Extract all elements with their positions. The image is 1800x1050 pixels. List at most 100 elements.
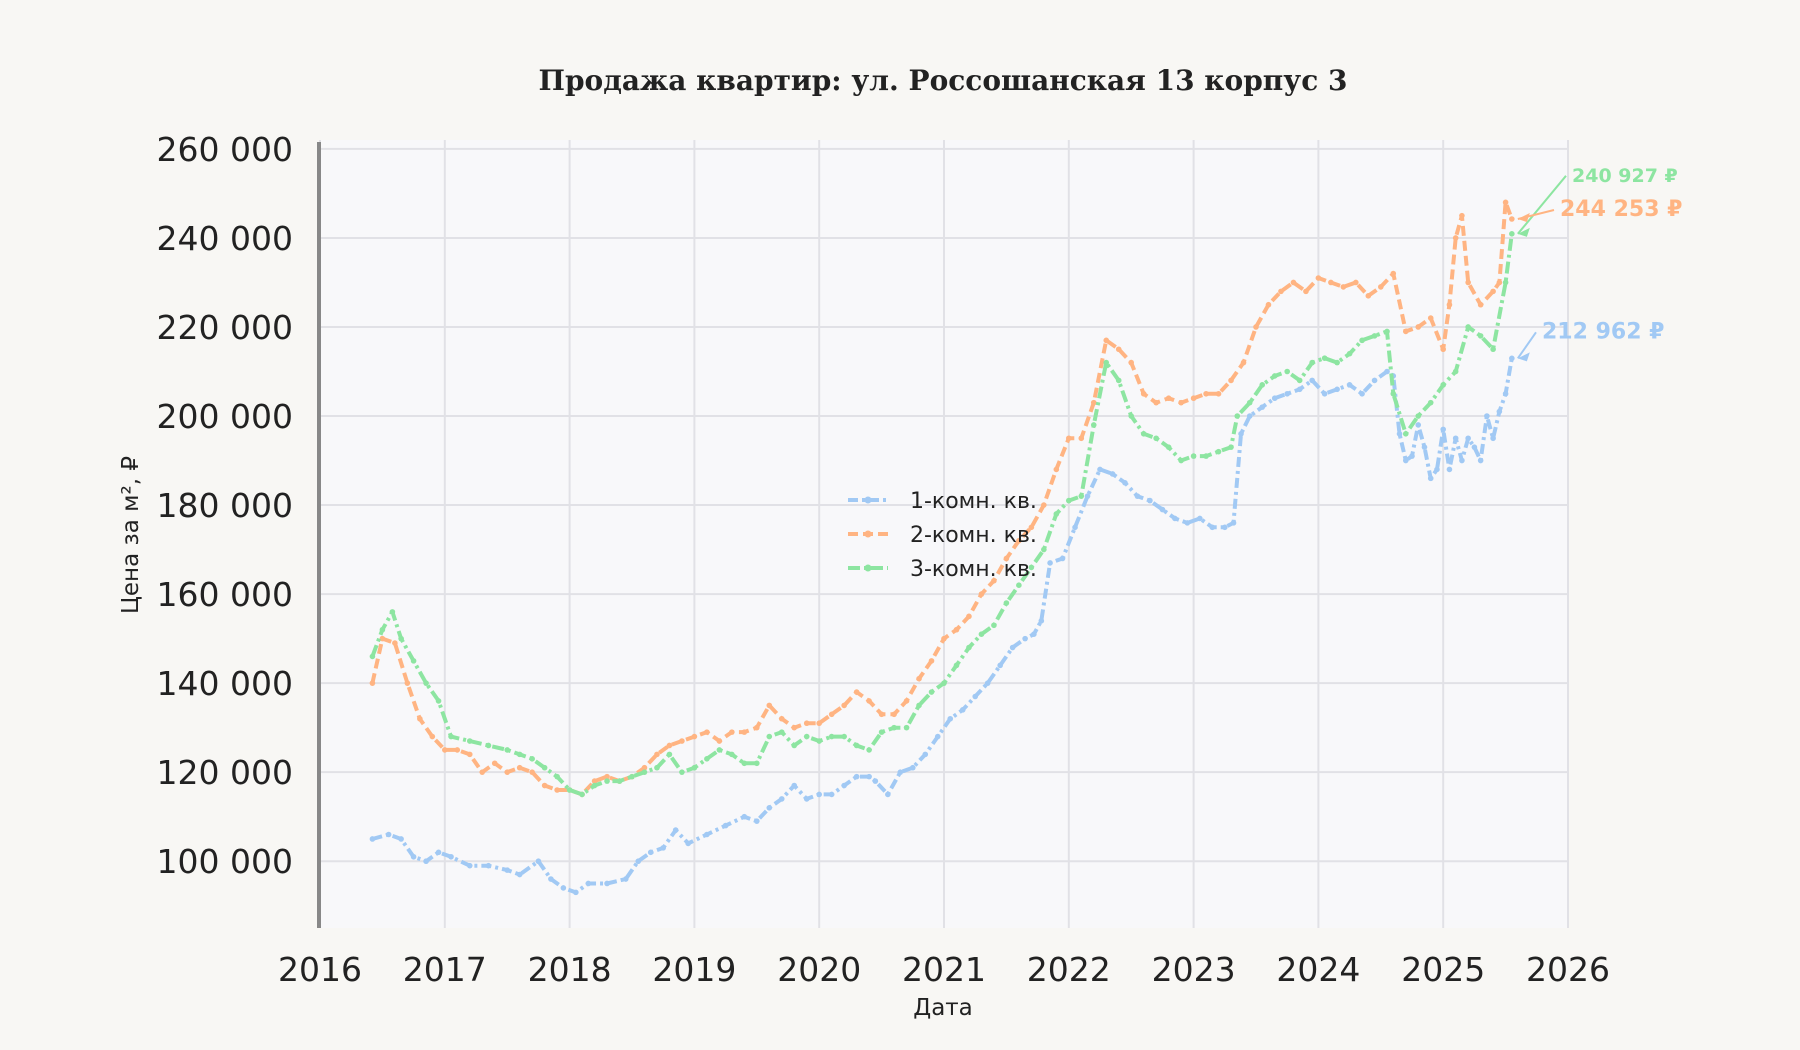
data-point [997, 662, 1003, 669]
data-point [1390, 390, 1397, 397]
data-point [666, 751, 673, 758]
data-point [635, 858, 642, 865]
data-point [766, 804, 773, 811]
data-point [442, 747, 448, 753]
data-point [1016, 537, 1022, 544]
data-point [903, 724, 910, 731]
data-point [1053, 466, 1060, 473]
data-point [803, 796, 810, 802]
data-point [878, 729, 885, 735]
data-point [1259, 404, 1266, 410]
x-tick-label: 2017 [403, 950, 487, 989]
end-label-text: 244 253 ₽ [1560, 197, 1682, 222]
data-point [529, 769, 535, 775]
data-point [1022, 635, 1028, 642]
data-point [803, 733, 810, 740]
data-point [1509, 216, 1515, 222]
data-point [1509, 355, 1515, 362]
data-point [1290, 279, 1297, 286]
data-point [591, 782, 598, 789]
data-point [1103, 337, 1110, 344]
data-point [934, 733, 941, 740]
data-point [1502, 390, 1509, 397]
data-point [741, 729, 748, 735]
y-axis-label: Цена за м², ₽ [118, 456, 144, 614]
data-point [1246, 413, 1253, 419]
data-point [828, 711, 835, 718]
data-point [922, 751, 929, 758]
data-point [1153, 399, 1159, 406]
data-point [504, 867, 511, 873]
data-point [1334, 359, 1340, 366]
data-point [959, 707, 966, 713]
data-point [803, 720, 810, 727]
data-point [1230, 520, 1237, 526]
data-point [816, 738, 822, 744]
data-point [704, 729, 710, 735]
data-point [560, 885, 567, 891]
end-label-arrow [1517, 331, 1537, 359]
data-point [766, 702, 773, 709]
data-point [1459, 457, 1465, 464]
legend-label: 3-комн. кв. [910, 557, 1037, 582]
data-point [1346, 382, 1353, 388]
data-point [691, 733, 698, 740]
data-point [516, 751, 523, 758]
data-point [872, 778, 879, 784]
data-point [466, 751, 473, 758]
data-point [1090, 422, 1097, 428]
data-point [866, 698, 872, 704]
data-point [1016, 582, 1022, 588]
data-point [1328, 279, 1334, 286]
data-point [1490, 288, 1496, 295]
data-point [1178, 457, 1184, 464]
data-point [423, 858, 429, 865]
data-point [410, 658, 417, 664]
end-label-text: 212 962 ₽ [1542, 319, 1664, 344]
data-point [1490, 435, 1496, 442]
data-point [554, 787, 560, 793]
data-point [591, 778, 598, 784]
data-point [423, 680, 429, 686]
data-point [1459, 212, 1465, 219]
data-point [878, 711, 885, 718]
data-point [1159, 506, 1166, 513]
data-point [1128, 359, 1134, 366]
data-point [448, 853, 454, 860]
data-point [1197, 515, 1203, 522]
data-point [641, 769, 648, 775]
data-point [1078, 435, 1085, 442]
data-point [1041, 546, 1047, 553]
data-point [1484, 413, 1490, 419]
data-point [816, 791, 822, 798]
data-point [1490, 346, 1496, 353]
data-point [1477, 301, 1484, 308]
data-point [778, 715, 785, 722]
data-point [766, 733, 773, 740]
data-point [722, 822, 729, 829]
y-tick-label: 140 000 [157, 664, 293, 703]
series-1 [369, 355, 1515, 896]
y-tick-label: 160 000 [157, 575, 293, 614]
data-point [1415, 413, 1422, 419]
end-labels: 240 927 ₽ 244 253 ₽ 212 962 ₽ [1517, 165, 1682, 362]
data-point [454, 747, 461, 753]
data-point [691, 764, 698, 771]
data-point [853, 689, 860, 695]
data-point [1402, 328, 1409, 335]
data-point [1053, 511, 1060, 517]
data-point [479, 769, 486, 775]
data-point [448, 733, 454, 740]
x-tick-label: 2016 [278, 950, 362, 989]
data-point [504, 747, 511, 753]
data-point [1471, 444, 1478, 450]
data-point [466, 862, 473, 869]
data-point [1365, 293, 1372, 299]
data-point [972, 693, 978, 700]
data-point [953, 626, 960, 633]
data-point [1009, 644, 1016, 651]
data-point [1246, 399, 1253, 406]
data-point [978, 631, 985, 637]
data-point [1038, 618, 1045, 624]
data-point [585, 880, 592, 887]
